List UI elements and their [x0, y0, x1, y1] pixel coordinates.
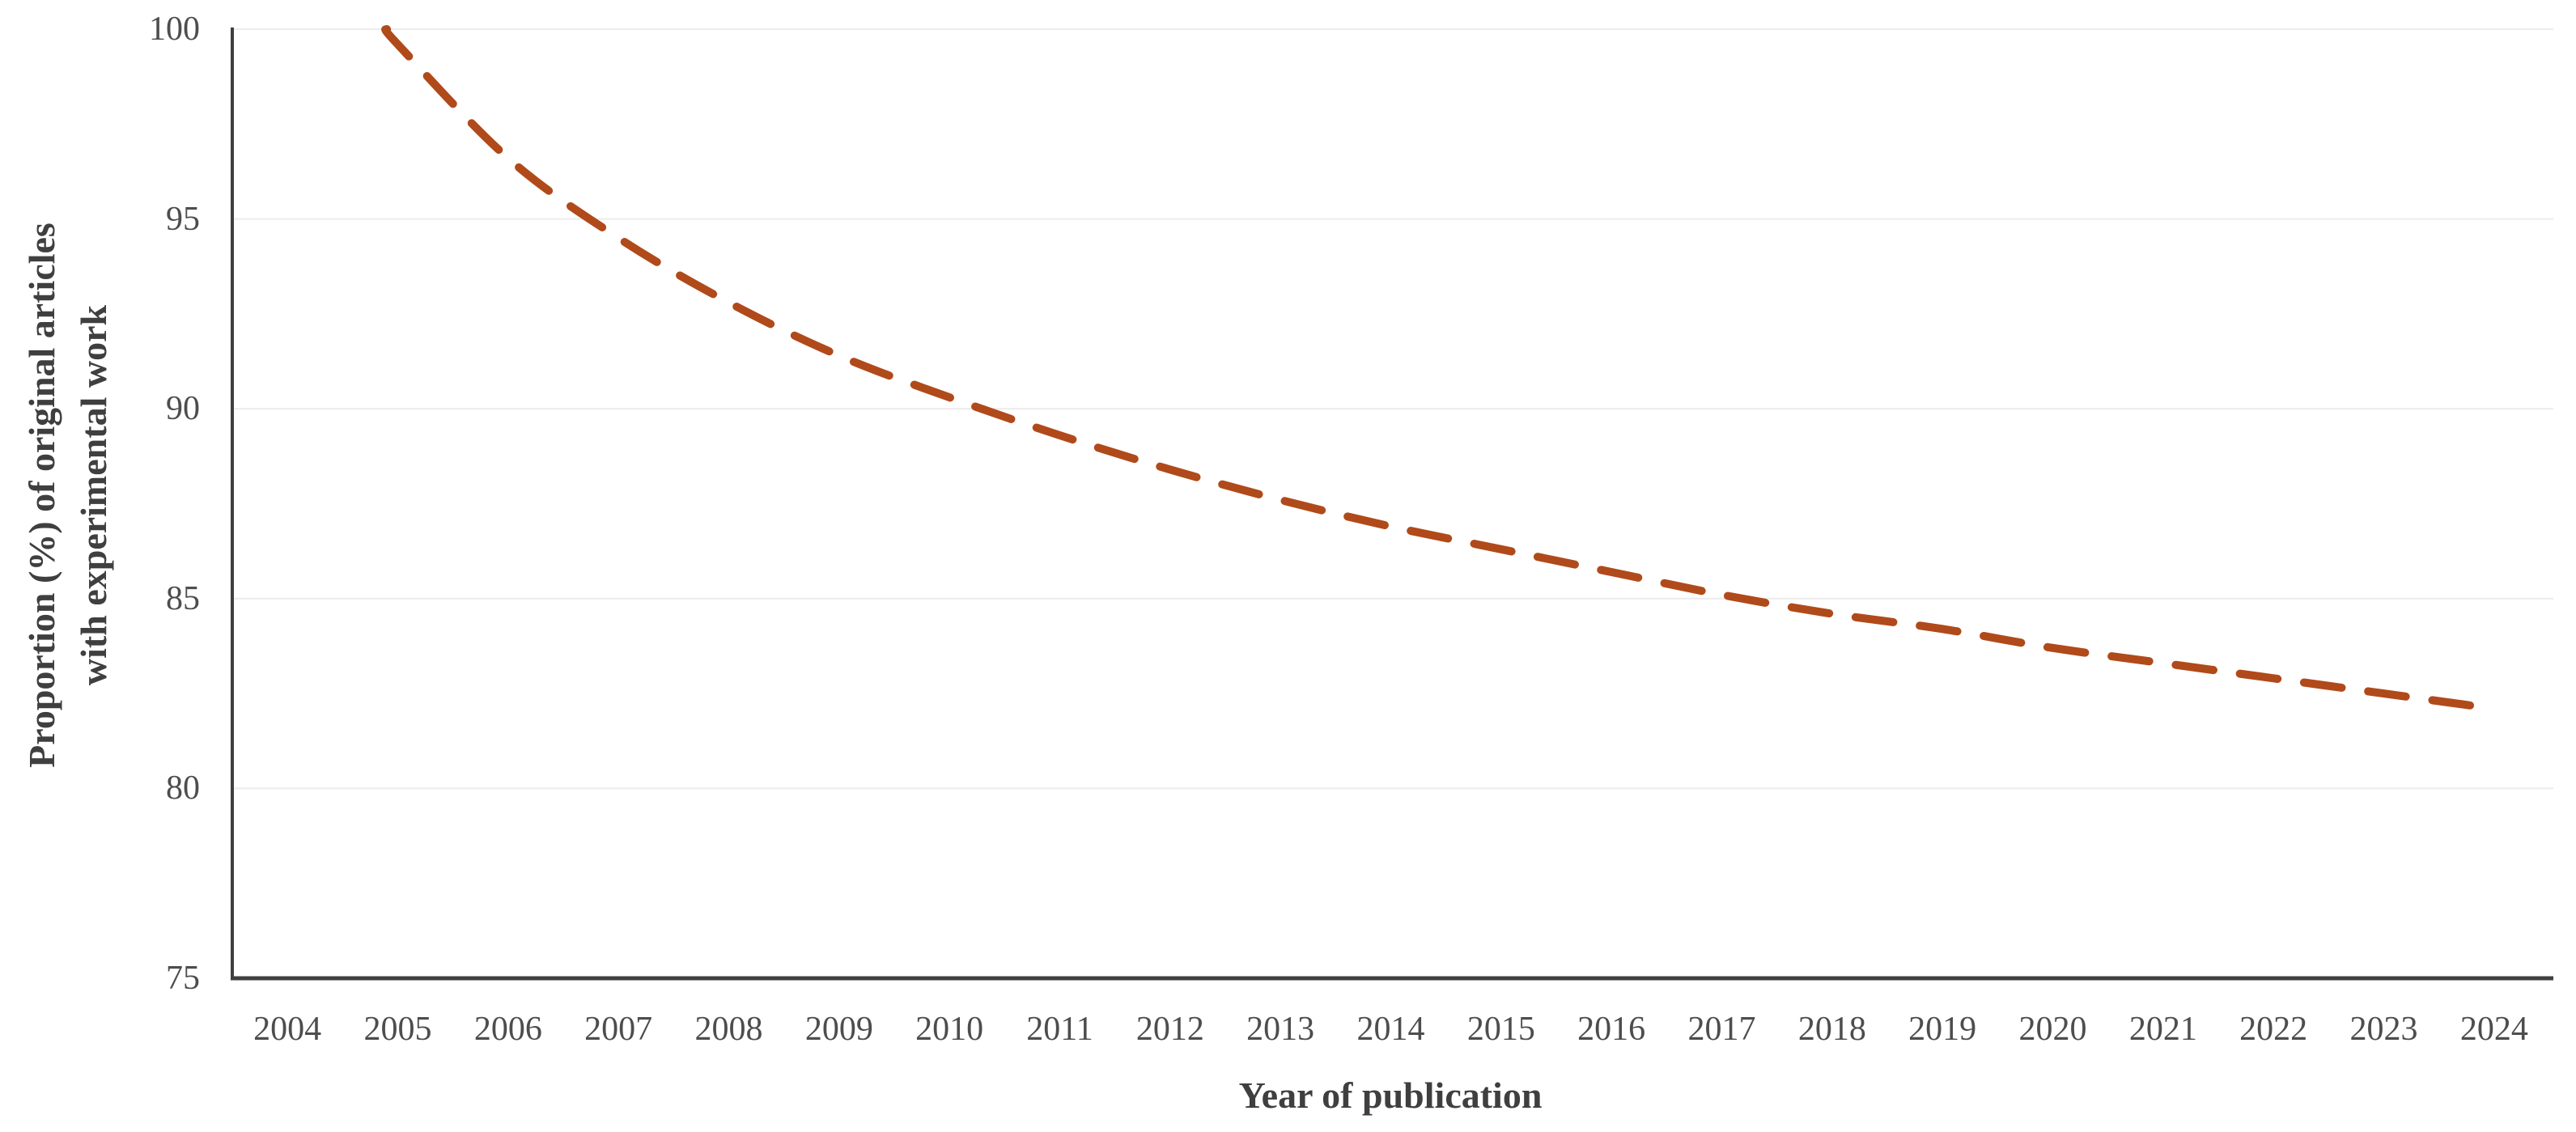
gridlines	[232, 28, 2553, 979]
y-tick-label: 80	[166, 770, 200, 808]
x-tick-label: 2024	[2459, 1011, 2528, 1048]
x-tick-label: 2004	[253, 1011, 322, 1048]
x-tick-label: 2011	[1026, 1011, 1093, 1048]
x-tick-label: 2020	[2018, 1011, 2087, 1048]
x-tick-label: 2010	[915, 1011, 984, 1048]
x-tick-label: 2023	[2349, 1011, 2418, 1048]
x-tick-label: 2017	[1687, 1011, 1756, 1048]
x-tick-label: 2015	[1466, 1011, 1535, 1048]
x-tick-label: 2022	[2239, 1011, 2308, 1048]
x-tick-label: 2007	[584, 1011, 653, 1048]
x-tick-label: 2013	[1246, 1011, 1315, 1048]
y-tick-label: 90	[166, 390, 200, 428]
x-axis-title: Year of publication	[1238, 1075, 1543, 1116]
y-tick-label: 100	[149, 11, 200, 48]
x-tick-label: 2018	[1797, 1011, 1866, 1048]
y-tick-label: 85	[166, 579, 200, 617]
x-tick-label: 2019	[1908, 1011, 1977, 1048]
y-tick-label: 95	[166, 200, 200, 238]
x-tick-label: 2006	[473, 1011, 542, 1048]
x-tick-label: 2014	[1356, 1011, 1425, 1048]
x-tick-label: 2009	[804, 1011, 873, 1048]
trend-line	[381, 25, 2498, 713]
x-tick-label: 2021	[2128, 1011, 2197, 1048]
y-axis-title: Proportion (%) of original articles with…	[21, 223, 114, 768]
x-tick-label: 2008	[694, 1011, 763, 1048]
x-tick-label: 2016	[1577, 1011, 1646, 1048]
y-tick-label: 75	[166, 960, 200, 997]
x-tick-label: 2012	[1135, 1011, 1204, 1048]
x-tick-label: 2005	[363, 1011, 432, 1048]
